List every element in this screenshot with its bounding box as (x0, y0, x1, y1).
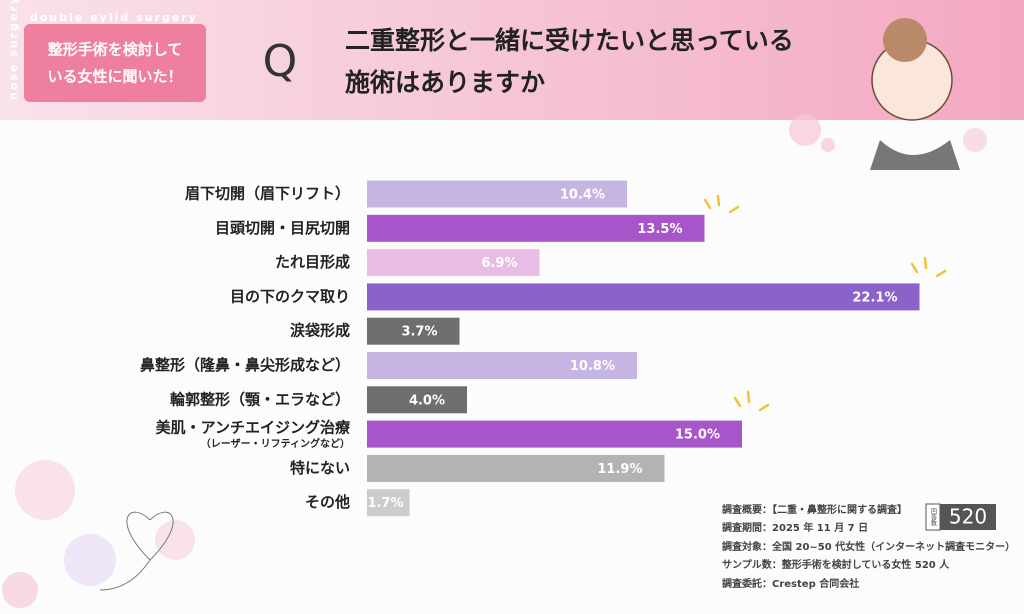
category-label: その他 (305, 493, 350, 511)
value-label: 6.9% (481, 256, 517, 271)
bar (367, 489, 410, 517)
value-label: 11.9% (597, 462, 642, 477)
value-label: 10.8% (570, 359, 615, 374)
chart: 眉下切開（眉下リフト） 10.4% 目頭切開・目尻切開 13.5% たれ目形成 6.9% 目… (140, 180, 920, 517)
badge-text: いる女性に聞いた！ (47, 68, 182, 86)
decor-text: nose surgery (7, 0, 20, 100)
value-label: 3.7% (401, 325, 437, 340)
category-sublabel: （レーザー・リフティングなど） (201, 437, 350, 450)
value-label: 22.1% (852, 290, 897, 305)
badge (24, 24, 206, 102)
bar (367, 352, 637, 379)
respondents-label: 回答数 (930, 508, 937, 527)
q-mark: Q (263, 36, 298, 87)
value-label: 13.5% (637, 222, 682, 237)
decor-text: double eylid surgery (30, 11, 198, 24)
respondents-box (940, 504, 996, 530)
bar (367, 420, 742, 448)
bar (367, 249, 540, 277)
badge-text: 整形手術を検討して (48, 41, 183, 59)
bar (367, 283, 920, 311)
title: 施術はありますか (345, 68, 545, 97)
bar (367, 317, 460, 345)
bar (367, 180, 627, 208)
category-label: 特にない (290, 459, 350, 477)
bar (367, 454, 665, 482)
sparkles (703, 194, 947, 412)
category-label: たれ目形成 (275, 253, 350, 271)
category-label: 鼻整形（隆鼻・鼻尖形成など） (140, 356, 350, 374)
note: サンプル数：整形手術を検討している女性 520 人 (722, 558, 950, 571)
note: 調査期間：2025 年 11 月 7 日 (722, 521, 868, 534)
note: 調査対象：全国 20~50 代女性（インターネット調査モニター） (722, 540, 1015, 553)
value-label: 1.7% (367, 496, 403, 511)
category-label: 目の下のクマ取り (230, 287, 350, 305)
illustration (789, 18, 987, 170)
value-label: 10.4% (560, 188, 605, 203)
category-label: 涙袋形成 (290, 322, 350, 340)
bar (367, 386, 467, 414)
category-label: 美肌・アンチエイジング治療 (156, 419, 351, 437)
note: 調査委託：Crestep 合同会社 (722, 577, 859, 590)
footer: 調査概要：【二重・鼻整形に関する調査】 調査期間：2025 年 11 月 7 日… (722, 503, 1015, 590)
value-label: 15.0% (675, 428, 720, 443)
note: 調査概要：【二重・鼻整形に関する調査】 (722, 503, 907, 516)
respondents: 520 (949, 505, 987, 529)
title: 二重整形と一緒に受けたいと思っている (345, 26, 794, 55)
value-label: 4.0% (409, 393, 445, 408)
category-label: 目頭切開・目尻切開 (215, 219, 350, 237)
decor-bubbles (2, 460, 195, 608)
bar (367, 214, 705, 242)
category-label: 眉下切開（眉下リフト） (185, 185, 350, 203)
category-label: 輪郭整形（顎・エラなど） (170, 390, 350, 408)
